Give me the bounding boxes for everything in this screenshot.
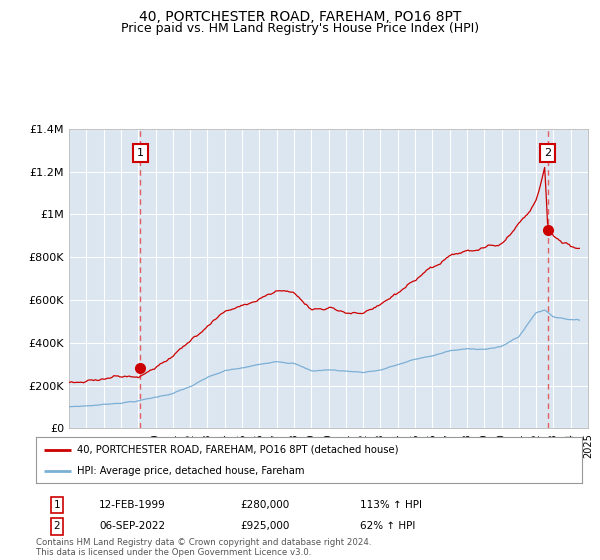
Text: HPI: Average price, detached house, Fareham: HPI: Average price, detached house, Fare… (77, 466, 304, 476)
Text: 2: 2 (53, 521, 61, 531)
Text: Price paid vs. HM Land Registry's House Price Index (HPI): Price paid vs. HM Land Registry's House … (121, 22, 479, 35)
Text: £925,000: £925,000 (240, 521, 289, 531)
Text: Contains HM Land Registry data © Crown copyright and database right 2024.
This d: Contains HM Land Registry data © Crown c… (36, 538, 371, 557)
Text: 62% ↑ HPI: 62% ↑ HPI (360, 521, 415, 531)
Text: 40, PORTCHESTER ROAD, FAREHAM, PO16 8PT (detached house): 40, PORTCHESTER ROAD, FAREHAM, PO16 8PT … (77, 445, 398, 455)
Text: 2: 2 (544, 148, 551, 158)
Text: 40, PORTCHESTER ROAD, FAREHAM, PO16 8PT: 40, PORTCHESTER ROAD, FAREHAM, PO16 8PT (139, 10, 461, 24)
Text: 113% ↑ HPI: 113% ↑ HPI (360, 500, 422, 510)
Text: 06-SEP-2022: 06-SEP-2022 (99, 521, 165, 531)
Text: 12-FEB-1999: 12-FEB-1999 (99, 500, 166, 510)
Text: 1: 1 (137, 148, 144, 158)
Text: 1: 1 (53, 500, 61, 510)
Text: £280,000: £280,000 (240, 500, 289, 510)
